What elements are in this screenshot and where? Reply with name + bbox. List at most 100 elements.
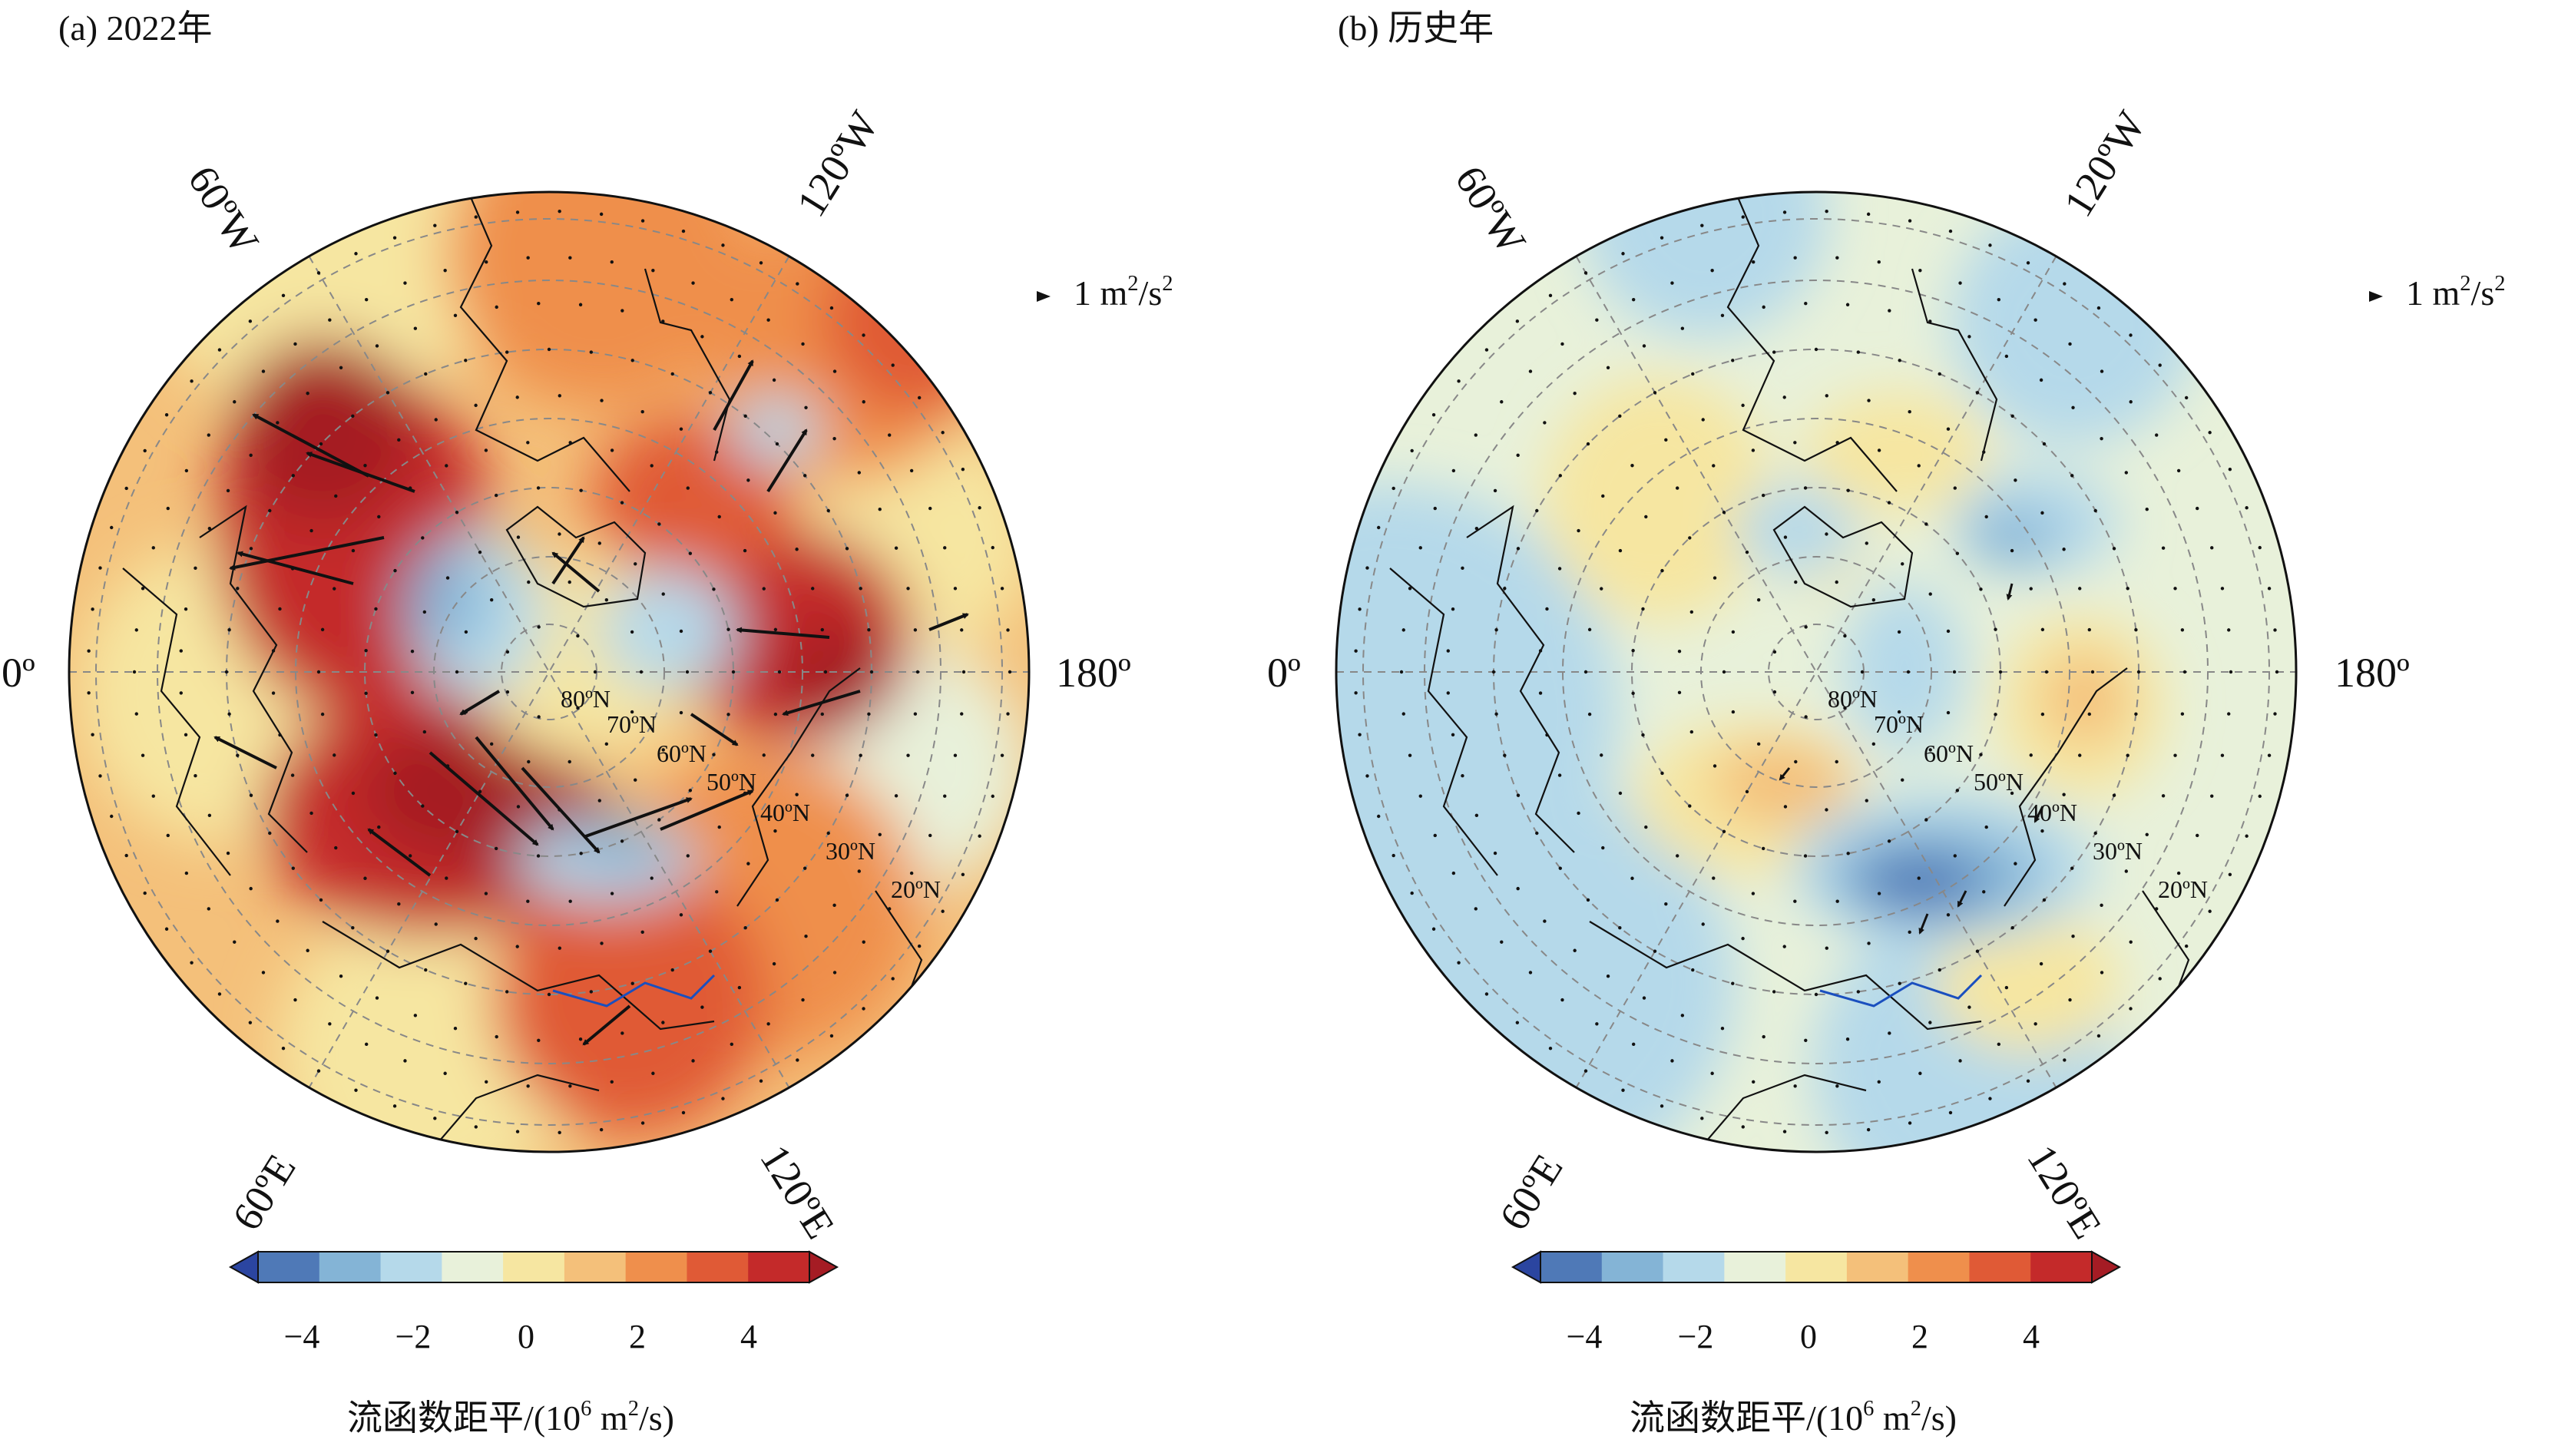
vector-point <box>194 774 197 778</box>
vector-point <box>1731 710 1736 714</box>
vector-point <box>960 628 964 632</box>
vector-point <box>393 568 397 573</box>
vector-point <box>1515 1021 1520 1024</box>
vector-point <box>363 876 367 880</box>
vector-point <box>867 627 871 632</box>
vector-point <box>917 944 922 948</box>
vector-point <box>2136 670 2141 674</box>
vector-point <box>516 535 521 539</box>
vector-point <box>2126 753 2129 757</box>
vector-point <box>620 1031 624 1035</box>
vector-point <box>424 968 428 972</box>
vector-point <box>759 1079 763 1083</box>
vector-point <box>941 431 945 435</box>
colorbar-segment <box>2030 1252 2093 1282</box>
vector-point <box>217 348 222 352</box>
vector-point <box>1618 791 1623 796</box>
vector-point <box>1975 949 1980 953</box>
panel-b-reference-vector: 1 m2/s2 <box>2369 273 2506 313</box>
vector-point <box>132 670 137 674</box>
vector-point <box>1924 818 1928 822</box>
vector-point <box>1500 940 1504 944</box>
vector-point <box>1722 670 1726 674</box>
vector-point <box>1457 379 1461 383</box>
vector-point <box>375 996 379 1000</box>
vector-point <box>1535 508 1539 513</box>
panel-a-streamfunction-field <box>69 192 1029 1152</box>
vector-point <box>2228 467 2232 472</box>
vector-point <box>455 670 459 674</box>
vector-point <box>820 627 824 632</box>
vector-point <box>640 219 645 223</box>
vector-point <box>681 229 686 233</box>
vector-point <box>894 794 898 798</box>
vector-point <box>1557 567 1562 571</box>
vector-point <box>1994 627 1997 631</box>
vector-point <box>1756 597 1761 602</box>
colorbar-segment <box>1724 1252 1786 1282</box>
vector-point <box>2100 436 2103 441</box>
vector-point <box>489 597 494 602</box>
vector-point <box>1586 442 1590 446</box>
vector-point <box>1641 733 1645 737</box>
vector-point <box>1631 1042 1636 1047</box>
vector-point <box>1630 464 1634 468</box>
vector-point <box>811 753 815 757</box>
vector-point <box>1586 898 1590 902</box>
vector-point <box>1691 968 1695 972</box>
panel-a-colorbar-tick: −2 <box>395 1318 432 1355</box>
vector-point <box>478 550 482 554</box>
vector-point <box>516 805 521 809</box>
vector-point <box>941 909 945 913</box>
vector-point <box>743 414 747 418</box>
panel-a-colorbar <box>228 1250 839 1284</box>
vector-point <box>721 1097 725 1100</box>
vector-point <box>1660 1104 1664 1108</box>
vector-point <box>2029 587 2033 591</box>
vector-point <box>392 1104 397 1108</box>
vector-point <box>2227 628 2231 632</box>
vector-point <box>2071 935 2075 938</box>
vector-point <box>630 981 634 985</box>
vector-point <box>1700 223 1704 227</box>
vector-point <box>1946 913 1951 917</box>
panel-b-lat-label-50n: 50ºN <box>1974 768 2024 796</box>
colorbar-frame <box>257 1251 810 1283</box>
vector-point <box>862 940 865 944</box>
panel-b-lon-label-180: 180º <box>2335 650 2410 696</box>
vector-point <box>1751 448 1756 452</box>
vector-point <box>1967 335 1971 339</box>
vector-point <box>1535 831 1539 836</box>
vector-point <box>464 359 468 362</box>
vector-point <box>351 414 355 418</box>
vector-point <box>1918 1071 1922 1075</box>
panel-b-lat-label-80n: 80ºN <box>1828 685 1878 713</box>
vector-point <box>1660 568 1664 573</box>
vector-point <box>597 799 601 802</box>
vector-point <box>712 753 716 756</box>
vector-point <box>579 852 583 855</box>
vector-point <box>1866 1127 1871 1132</box>
vector-point <box>464 710 468 714</box>
vector-point <box>233 400 237 404</box>
vector-point <box>1803 486 1808 490</box>
vector-point <box>1558 866 1562 870</box>
panel-b-wave-flux-vectors <box>1779 583 2044 935</box>
vector-point <box>1901 778 1904 782</box>
vector-point <box>1606 366 1610 369</box>
vector-point <box>1761 493 1765 498</box>
vector-point <box>164 413 169 417</box>
vector-point <box>393 771 397 776</box>
vector-point <box>1701 418 1705 422</box>
vector-point <box>1538 691 1543 695</box>
vector-point <box>484 892 488 895</box>
vector-point <box>1865 799 1868 802</box>
vector-point <box>309 811 313 816</box>
vector-point <box>474 1125 478 1129</box>
vector-point <box>589 350 594 354</box>
vector-point <box>526 441 530 445</box>
vector-point <box>1877 260 1881 264</box>
vector-point <box>271 691 276 695</box>
vector-point <box>1731 981 1735 985</box>
vector-point <box>1846 852 1850 855</box>
